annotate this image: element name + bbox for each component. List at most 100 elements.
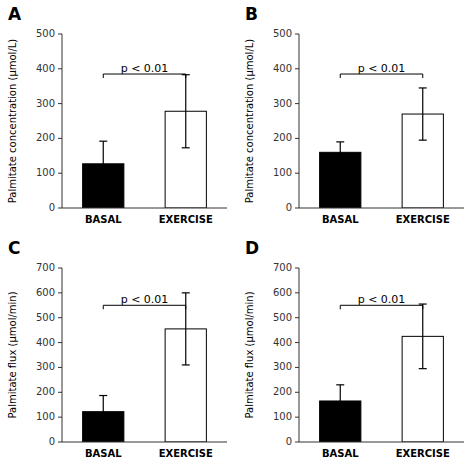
y-tick	[58, 417, 62, 418]
error-cap	[182, 147, 190, 148]
y-tick	[295, 392, 299, 393]
error-line	[103, 141, 104, 186]
x-tick-label: EXERCISE	[396, 448, 450, 459]
y-tick-label: 300	[273, 361, 292, 372]
error-cap	[336, 384, 344, 385]
y-tick	[58, 317, 62, 318]
y-tick-label: 200	[273, 132, 292, 143]
p-value-text: p < 0.01	[121, 62, 169, 75]
y-tick	[58, 442, 62, 443]
error-bar	[419, 304, 427, 369]
error-cap	[419, 87, 427, 88]
error-cap	[182, 292, 190, 293]
y-axis	[299, 34, 300, 208]
y-axis	[62, 34, 63, 208]
error-bar	[182, 75, 190, 148]
y-tick	[58, 173, 62, 174]
y-tick-label: 0	[49, 436, 55, 447]
x-tick-label: BASAL	[85, 214, 122, 225]
error-line	[103, 396, 104, 428]
y-tick-label: 500	[273, 28, 292, 39]
error-cap	[99, 427, 107, 428]
error-cap	[336, 162, 344, 163]
plot-area	[320, 304, 444, 442]
y-tick-label: 600	[36, 287, 55, 298]
error-bar	[99, 141, 107, 186]
y-tick	[295, 292, 299, 293]
y-tick-label: 0	[286, 436, 292, 447]
y-tick-label: 500	[36, 28, 55, 39]
error-line	[340, 142, 341, 163]
p-value-text: p < 0.01	[121, 293, 169, 306]
y-tick	[295, 417, 299, 418]
x-axis	[62, 442, 227, 443]
y-tick	[58, 138, 62, 139]
plot-area	[83, 293, 207, 442]
x-axis	[299, 208, 464, 209]
y-tick-label: 0	[49, 202, 55, 213]
panel: C0100200300400500600700Palmitate flux (μ…	[7, 238, 227, 459]
error-bar	[336, 385, 344, 417]
error-line	[185, 75, 186, 148]
y-tick	[58, 392, 62, 393]
panel: D0100200300400500600700Palmitate flux (μ…	[244, 238, 464, 459]
error-cap	[99, 186, 107, 187]
y-tick	[58, 292, 62, 293]
error-cap	[419, 140, 427, 141]
y-axis-label: Palmitate concentration (μmol/L)	[244, 39, 255, 204]
error-line	[422, 88, 423, 140]
significance-bracket	[340, 74, 423, 78]
y-tick-label: 100	[36, 167, 55, 178]
error-cap	[99, 395, 107, 396]
y-tick-label: 200	[273, 386, 292, 397]
panel-label: D	[245, 238, 259, 258]
figure: A 0 100 200 300 400 500 Palmitate concentration…	[0, 0, 474, 468]
panel: A 0 100 200 300 400 500 Palmitate concentration…	[7, 4, 227, 225]
x-axis	[62, 208, 227, 209]
y-axis	[299, 268, 300, 442]
panel-label: C	[8, 238, 20, 258]
error-bar	[99, 396, 107, 428]
y-tick-label: 100	[36, 411, 55, 422]
p-value-text: p < 0.01	[358, 293, 406, 306]
y-tick	[295, 173, 299, 174]
y-tick-label: 500	[273, 312, 292, 323]
y-tick	[295, 34, 299, 35]
background	[0, 0, 474, 468]
y-tick-label: 300	[36, 361, 55, 372]
y-tick-label: 200	[36, 132, 55, 143]
error-line	[422, 304, 423, 369]
significance-bracket	[103, 305, 186, 309]
y-axis-label: Palmitate concentration (μmol/L)	[7, 39, 18, 204]
y-axis	[62, 268, 63, 442]
y-tick	[295, 342, 299, 343]
panel-label: A	[8, 4, 22, 24]
y-tick	[58, 268, 62, 269]
y-tick	[295, 103, 299, 104]
y-tick-label: 200	[36, 386, 55, 397]
error-cap	[419, 303, 427, 304]
y-tick-label: 300	[273, 98, 292, 109]
y-tick	[58, 103, 62, 104]
error-line	[340, 385, 341, 417]
y-tick-label: 700	[36, 262, 55, 273]
x-tick-label: BASAL	[85, 448, 122, 459]
y-tick	[58, 367, 62, 368]
y-tick	[295, 442, 299, 443]
significance-bracket	[340, 305, 423, 309]
y-axis-label: Palmitate flux (μmol/min)	[244, 291, 255, 418]
x-tick-label: EXERCISE	[159, 214, 213, 225]
y-tick-label: 0	[286, 202, 292, 213]
y-tick-label: 300	[36, 98, 55, 109]
y-tick-label: 400	[273, 337, 292, 348]
error-line	[185, 293, 186, 365]
y-tick	[295, 208, 299, 209]
x-tick-label: EXERCISE	[396, 214, 450, 225]
significance-bracket	[103, 74, 186, 78]
y-tick	[295, 68, 299, 69]
y-tick-label: 400	[36, 63, 55, 74]
y-tick-label: 100	[273, 167, 292, 178]
x-axis	[299, 442, 464, 443]
y-tick-label: 400	[36, 337, 55, 348]
y-tick-label: 400	[273, 63, 292, 74]
